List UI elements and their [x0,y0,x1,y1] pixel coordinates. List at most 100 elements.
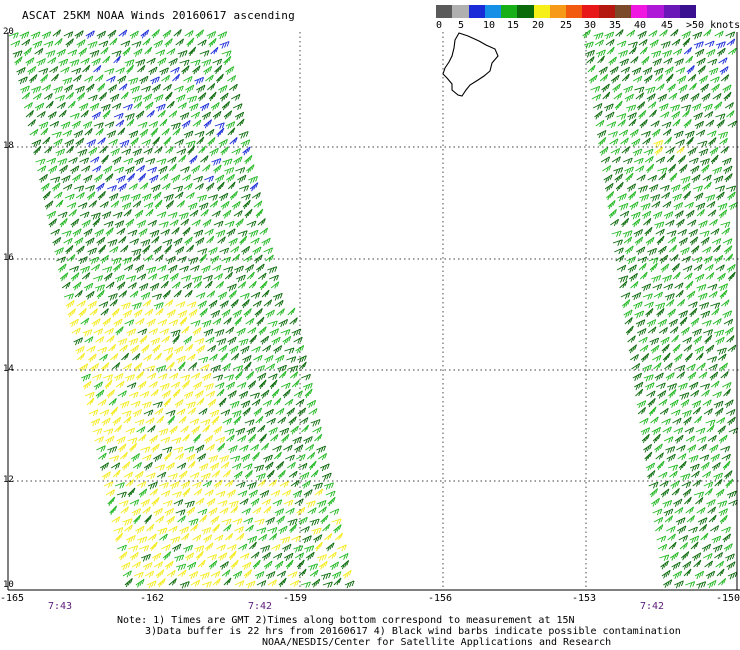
wind-barb [626,183,637,192]
wind-barb [677,229,688,236]
wind-barb [213,479,223,489]
wind-barb [227,127,236,136]
wind-barb [216,181,225,192]
wind-barb [646,319,657,328]
wind-barb [217,442,226,453]
wind-barb [723,388,731,397]
wind-barb [135,525,145,534]
wind-barb [653,139,664,148]
wind-barb [221,101,231,111]
wind-barb [59,164,69,174]
lon-label: -156 [428,593,453,604]
wind-barb [695,352,704,361]
wind-barb [230,246,240,254]
wind-barb [635,165,645,173]
wind-barb [141,85,151,93]
wind-barb [668,244,678,253]
wind-barb [169,481,180,490]
wind-barb [261,289,270,298]
wind-barb [186,37,195,48]
wind-barb [188,309,198,318]
wind-barb [205,182,215,192]
wind-barb [133,253,142,262]
wind-barb [635,92,645,100]
colorbar-swatch [631,5,648,18]
wind-barb [718,57,728,65]
wind-barb [25,57,35,66]
wind-barb [169,425,178,435]
wind-barb [717,500,728,508]
wind-barb [632,148,643,157]
wind-barb [184,500,195,508]
wind-barb [157,319,168,326]
wind-barb [632,75,643,83]
wind-barb [238,131,249,139]
wind-barb [259,280,268,291]
wind-barb [682,37,691,48]
wind-barb [684,272,693,280]
wind-barb [663,436,674,444]
wind-barb [244,155,253,165]
wind-barb [704,487,713,496]
wind-barb [676,75,687,84]
wind-barb [166,309,176,318]
wind-barb [83,228,93,237]
wind-barb [707,58,718,66]
colorbar-swatch [517,5,534,18]
wind-barb [58,58,69,67]
wind-barb [56,102,66,110]
wind-barb [203,119,213,129]
wind-barb [705,119,715,127]
wind-barb [677,154,686,165]
wind-barb [186,244,195,253]
wind-barb [184,30,194,38]
wind-barb [219,561,229,570]
wind-barb [124,524,133,532]
wind-barb [166,361,175,370]
wind-barb [66,202,77,209]
wind-barb [245,317,255,326]
wind-barb [620,137,629,145]
wind-barb [239,292,250,300]
wind-barb [243,361,252,371]
wind-barb [232,103,243,111]
wind-barb [79,211,90,219]
wind-barb [78,103,89,112]
wind-barb [51,131,62,138]
legend-label: 20 [532,20,545,31]
wind-barb [183,391,194,400]
wind-barb [71,120,81,129]
wind-barb [187,460,196,469]
wind-barb [208,247,218,256]
wind-barb [687,444,697,453]
legend-label: 25 [560,20,573,31]
wind-barb [65,245,74,255]
wind-barb [165,146,174,154]
wind-barb [727,120,737,128]
wind-barb [162,500,173,507]
wind-barb [202,219,212,228]
wind-barb [647,174,658,182]
wind-barb [246,164,255,174]
wind-barb [215,281,225,289]
wind-barb [119,451,128,460]
wind-barb [177,50,188,58]
wind-barb [597,55,605,64]
wind-barb [632,218,641,228]
wind-barb [232,570,243,580]
wind-barb [716,47,726,57]
wind-barb [212,577,221,586]
wind-barb [696,283,707,292]
wind-barb [232,253,241,262]
wind-barb [666,453,676,462]
wind-barb [669,326,679,334]
wind-barb [174,399,184,408]
wind-barb [159,118,168,127]
wind-barb [69,318,79,327]
wind-barb [661,569,671,579]
wind-barb [599,146,609,156]
wind-barb [712,244,721,253]
wind-barb [682,561,692,570]
wind-barb [309,569,319,577]
wind-barb [629,272,638,282]
